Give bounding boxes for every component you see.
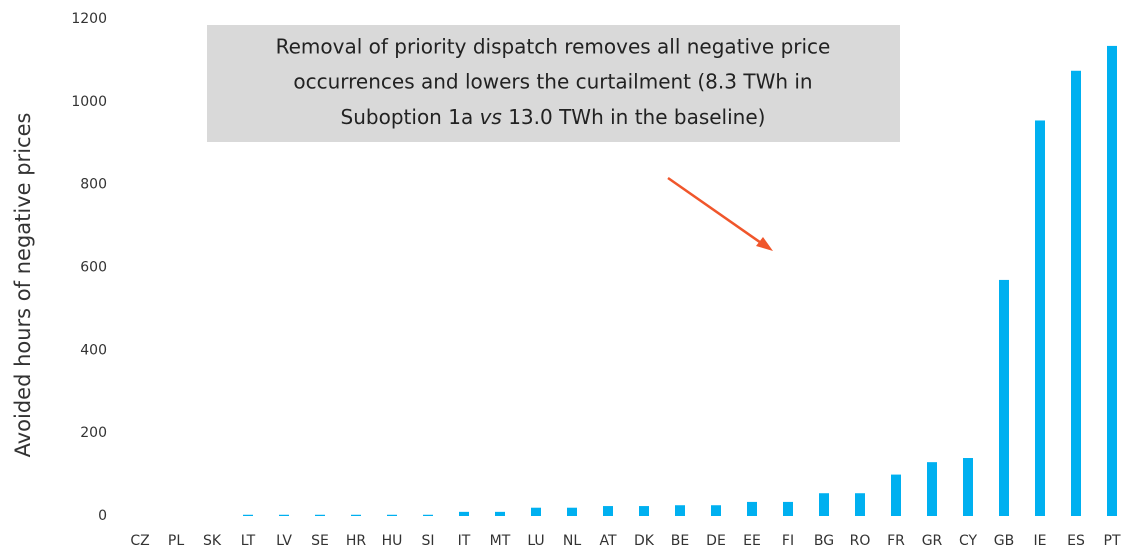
- y-tick-label: 0: [98, 508, 107, 524]
- x-tick-label: SE: [311, 533, 329, 549]
- bar: [315, 514, 325, 516]
- x-tick-label: PL: [168, 533, 184, 549]
- arrow-head: [756, 237, 773, 251]
- x-tick-label: AT: [599, 533, 616, 549]
- bar: [459, 511, 469, 516]
- bar: [999, 279, 1009, 516]
- bar: [891, 474, 901, 516]
- x-tick-label: DE: [706, 533, 726, 549]
- x-tick-label: DK: [634, 533, 655, 549]
- x-tick-label: IT: [458, 533, 471, 549]
- x-tick-label: CZ: [130, 533, 149, 549]
- bar: [423, 514, 433, 516]
- annotation-text: Suboption 1a: [341, 105, 474, 129]
- annotation-text: vs: [480, 105, 502, 129]
- bar: [567, 507, 577, 516]
- x-tick-label: PT: [1104, 533, 1121, 549]
- x-tick-label: IE: [1034, 533, 1047, 549]
- x-tick-label: CY: [959, 533, 978, 549]
- x-tick-label: ES: [1067, 533, 1085, 549]
- bar: [243, 514, 253, 516]
- x-tick-label: HU: [382, 533, 403, 549]
- bar: [279, 514, 289, 516]
- bar: [855, 493, 865, 516]
- annotation-text: 13.0 TWh in the baseline): [508, 105, 765, 129]
- annotation-text: occurrences and lowers the curtailment (…: [293, 70, 812, 94]
- bar: [603, 506, 613, 516]
- y-tick-label: 1200: [71, 11, 107, 27]
- bar: [819, 493, 829, 516]
- arrow: [667, 176, 765, 247]
- bar: [711, 505, 721, 516]
- x-tick-label: GB: [994, 533, 1014, 549]
- x-tick-label: LU: [527, 533, 544, 549]
- bar: [639, 506, 649, 516]
- x-tick-label: GR: [922, 533, 943, 549]
- y-tick-label: 800: [80, 177, 107, 193]
- bar: [1071, 70, 1081, 516]
- y-tick-label: 400: [80, 342, 107, 358]
- x-tick-label: MT: [490, 533, 511, 549]
- bar: [351, 514, 361, 516]
- y-tick-label: 200: [80, 425, 107, 441]
- bar: [495, 511, 505, 516]
- x-tick-label: LV: [276, 533, 292, 549]
- y-tick-label: 1000: [71, 94, 107, 110]
- x-tick-label: NL: [563, 533, 581, 549]
- y-tick-label: 600: [80, 260, 107, 276]
- x-tick-label: BG: [814, 533, 834, 549]
- bar: [1035, 120, 1045, 517]
- x-tick-label: FR: [887, 533, 905, 549]
- y-axis-label: Avoided hours of negative prices: [11, 113, 35, 458]
- bar: [531, 507, 541, 516]
- annotation-text: Removal of priority dispatch removes all…: [276, 35, 831, 59]
- x-tick-label: SK: [203, 533, 222, 549]
- x-tick-label: LT: [241, 533, 256, 549]
- annotation-box: [207, 25, 900, 142]
- x-tick-label: EE: [743, 533, 761, 549]
- bar: [747, 501, 757, 516]
- x-tick-label: SI: [421, 533, 434, 549]
- bar: [675, 505, 685, 516]
- bar: [963, 458, 973, 516]
- bar: [927, 462, 937, 516]
- bar: [783, 501, 793, 516]
- annotation-text: Suboption 1a vs 13.0 TWh in the baseline…: [341, 105, 766, 129]
- x-tick-label: HR: [346, 533, 367, 549]
- x-tick-label: RO: [850, 533, 871, 549]
- x-tick-label: BE: [671, 533, 689, 549]
- x-tick-label: FI: [782, 533, 794, 549]
- bar: [387, 514, 397, 516]
- bar: [1107, 45, 1117, 516]
